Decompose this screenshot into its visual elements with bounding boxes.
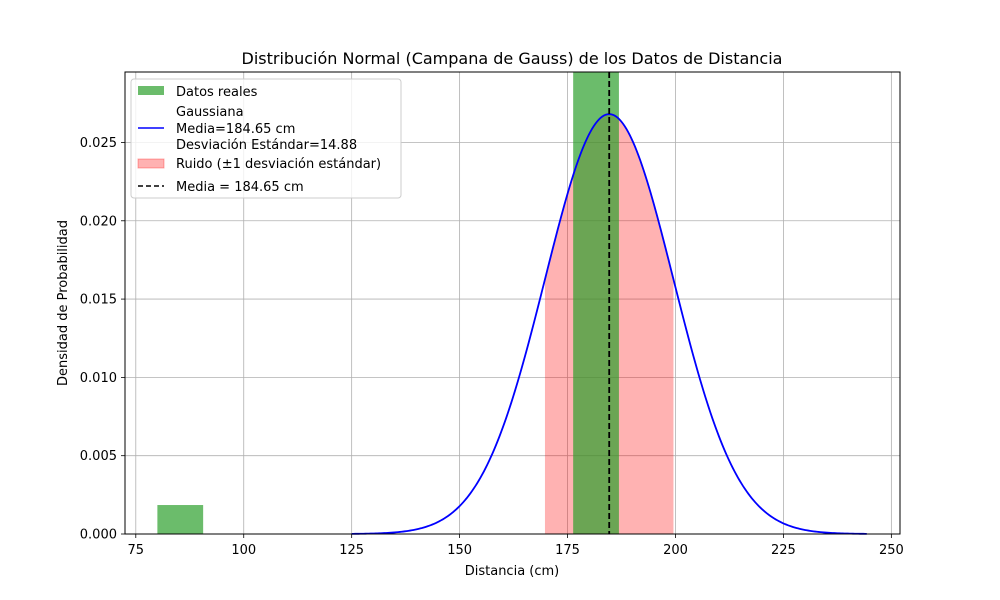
gaussian-curve <box>351 113 867 535</box>
y-tick-label: 0.015 <box>80 293 117 308</box>
x-tick-label: 250 <box>879 543 904 558</box>
x-tick-label: 125 <box>339 543 364 558</box>
x-ticks: 75 100 125 150 175 200 225 250 <box>128 534 904 558</box>
x-tick-label: 175 <box>555 543 580 558</box>
y-axis-label: Densidad de Probabilidad <box>56 220 71 386</box>
y-ticks: 0.000 0.005 0.010 0.015 0.020 0.025 <box>80 136 125 543</box>
y-tick-label: 0.000 <box>80 528 117 543</box>
x-tick-label: 150 <box>447 543 472 558</box>
y-tick-label: 0.025 <box>80 136 117 151</box>
x-tick-label: 75 <box>128 543 145 558</box>
x-tick-label: 225 <box>771 543 796 558</box>
y-tick-label: 0.010 <box>80 371 117 386</box>
legend-label-histogram: Datos reales <box>176 85 258 100</box>
x-tick-label: 200 <box>663 543 688 558</box>
legend-label-gaussian-line3: Desviación Estándar=14.88 <box>176 138 357 153</box>
y-tick-label: 0.005 <box>80 449 117 464</box>
histogram-bar <box>157 505 204 534</box>
legend-swatch-histogram <box>138 86 164 95</box>
x-tick-label: 100 <box>231 543 256 558</box>
chart-title: Distribución Normal (Campana de Gauss) d… <box>242 49 783 68</box>
legend-label-noise-band: Ruido (±1 desviación estándar) <box>176 157 381 172</box>
histogram-layer <box>157 72 619 534</box>
gaussian-layer <box>351 113 867 535</box>
legend-label-gaussian-line2: Media=184.65 cm <box>176 122 295 137</box>
histogram-bar <box>573 72 619 534</box>
legend-box <box>130 78 402 199</box>
legend-label-mean-line: Media = 184.65 cm <box>176 180 304 195</box>
legend: Datos reales Gaussiana Media=184.65 cm D… <box>130 78 402 199</box>
legend-label-gaussian-line1: Gaussiana <box>176 105 244 120</box>
legend-swatch-noise-band <box>137 158 165 169</box>
x-axis-label: Distancia (cm) <box>465 564 560 579</box>
y-tick-label: 0.020 <box>80 214 117 229</box>
plot-frame <box>124 71 901 535</box>
